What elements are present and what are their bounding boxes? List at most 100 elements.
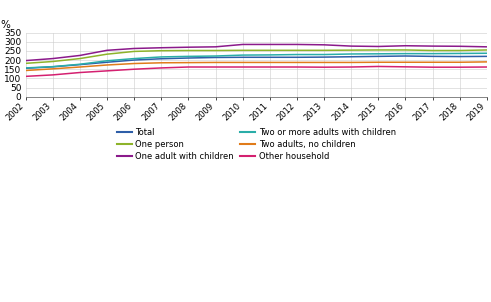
Two or more adults with children xyxy=(321,53,327,56)
One person xyxy=(77,57,83,60)
Two adults, no children xyxy=(294,61,300,64)
One person xyxy=(23,62,28,65)
One person xyxy=(131,50,137,53)
Other household xyxy=(457,66,463,69)
Two adults, no children xyxy=(430,60,436,64)
Total xyxy=(240,56,246,59)
One person xyxy=(430,49,436,52)
One adult with children xyxy=(131,47,137,50)
Two or more adults with children xyxy=(375,52,381,56)
Total xyxy=(104,60,110,64)
Other household xyxy=(77,71,83,74)
Total xyxy=(375,55,381,58)
One adult with children xyxy=(213,45,218,49)
One adult with children xyxy=(375,45,381,48)
One adult with children xyxy=(186,45,191,49)
Total xyxy=(267,56,273,59)
Two or more adults with children xyxy=(77,63,83,66)
Two adults, no children xyxy=(403,60,409,64)
Two adults, no children xyxy=(240,61,246,64)
One person xyxy=(484,48,490,52)
One adult with children xyxy=(104,49,110,52)
One adult with children xyxy=(267,43,273,46)
Total xyxy=(430,55,436,58)
Two or more adults with children xyxy=(213,54,218,58)
Other household xyxy=(186,65,191,69)
One person xyxy=(321,49,327,52)
Line: One person: One person xyxy=(26,50,487,63)
Two or more adults with children xyxy=(104,59,110,63)
Two adults, no children xyxy=(23,69,28,72)
Total xyxy=(348,55,354,59)
Two adults, no children xyxy=(77,65,83,69)
Line: Total: Total xyxy=(26,56,487,68)
Other household xyxy=(375,65,381,68)
Other household xyxy=(348,65,354,69)
One adult with children xyxy=(457,44,463,48)
One adult with children xyxy=(430,44,436,48)
Other household xyxy=(321,66,327,69)
Line: One adult with children: One adult with children xyxy=(26,44,487,61)
Total xyxy=(213,56,218,59)
Total xyxy=(131,58,137,62)
Two or more adults with children xyxy=(484,51,490,55)
One person xyxy=(375,48,381,52)
Two adults, no children xyxy=(104,63,110,67)
One person xyxy=(294,49,300,52)
One person xyxy=(403,48,409,52)
One person xyxy=(240,49,246,52)
Total xyxy=(158,57,164,61)
Two or more adults with children xyxy=(403,52,409,56)
One person xyxy=(158,49,164,53)
Other household xyxy=(403,65,409,69)
Total xyxy=(50,65,55,69)
Total xyxy=(294,56,300,59)
One person xyxy=(457,49,463,52)
One person xyxy=(213,49,218,52)
One adult with children xyxy=(294,43,300,46)
Two adults, no children xyxy=(50,67,55,71)
One adult with children xyxy=(50,57,55,60)
Other household xyxy=(104,69,110,73)
Other household xyxy=(240,65,246,69)
Two adults, no children xyxy=(213,61,218,64)
Line: Two or more adults with children: Two or more adults with children xyxy=(26,53,487,68)
Two or more adults with children xyxy=(23,66,28,70)
Two adults, no children xyxy=(321,61,327,64)
Text: %: % xyxy=(0,20,10,30)
One person xyxy=(348,48,354,52)
Two or more adults with children xyxy=(186,55,191,58)
Two adults, no children xyxy=(457,60,463,64)
One person xyxy=(104,52,110,56)
Two adults, no children xyxy=(131,62,137,65)
Two adults, no children xyxy=(267,61,273,64)
Other household xyxy=(131,67,137,71)
Legend: Total, One person, One adult with children, Two or more adults with children, Tw: Total, One person, One adult with childr… xyxy=(117,128,396,161)
Two or more adults with children xyxy=(158,55,164,59)
Other household xyxy=(294,65,300,69)
Other household xyxy=(23,75,28,78)
Two or more adults with children xyxy=(348,52,354,56)
One adult with children xyxy=(158,46,164,50)
One adult with children xyxy=(348,44,354,48)
Total xyxy=(321,55,327,59)
Line: Other household: Other household xyxy=(26,66,487,76)
One adult with children xyxy=(23,59,28,63)
Two or more adults with children xyxy=(50,65,55,69)
Two or more adults with children xyxy=(240,53,246,57)
Two adults, no children xyxy=(484,60,490,64)
Other household xyxy=(484,65,490,69)
One adult with children xyxy=(403,44,409,47)
One adult with children xyxy=(321,43,327,47)
Total xyxy=(457,55,463,58)
Two adults, no children xyxy=(186,61,191,64)
Two or more adults with children xyxy=(294,53,300,56)
Other household xyxy=(158,66,164,70)
One adult with children xyxy=(484,45,490,49)
One adult with children xyxy=(240,43,246,46)
Total xyxy=(186,56,191,60)
Two or more adults with children xyxy=(457,52,463,55)
One person xyxy=(267,49,273,52)
Two or more adults with children xyxy=(131,57,137,60)
One person xyxy=(50,60,55,63)
